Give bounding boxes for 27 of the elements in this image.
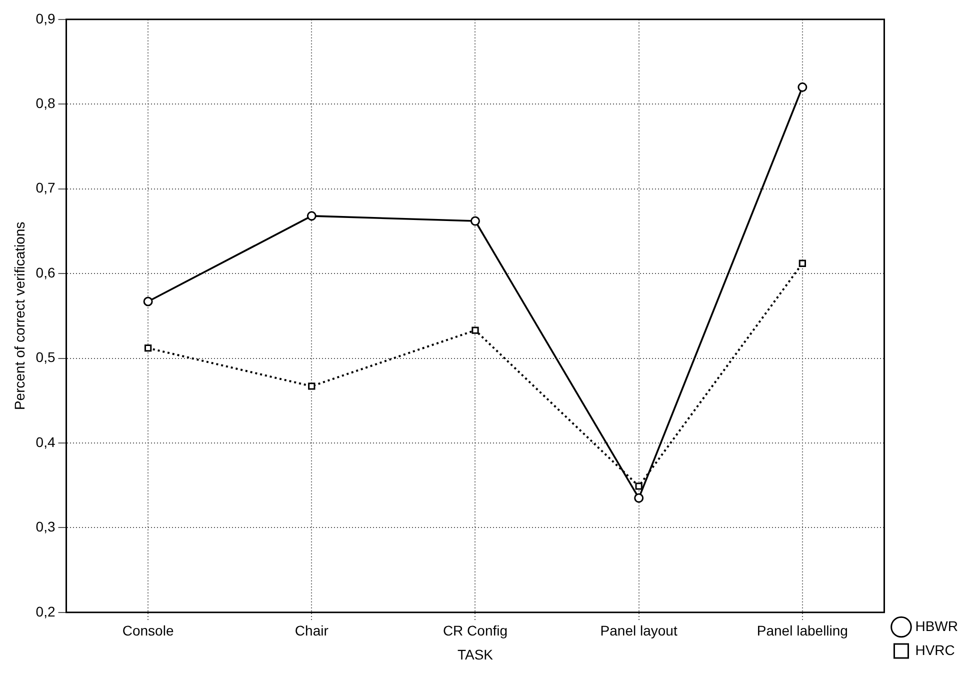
y-tick-label: 0,9 [36,10,56,26]
y-tick-label: 0,6 [36,264,56,280]
point [144,344,152,352]
y-tick-label: 0,7 [36,180,56,196]
legend-label: HBWR [915,618,958,634]
legend-label: HVRC [915,642,955,658]
x-tick-label: Panel layout [600,622,678,639]
y-tick-label: 0,3 [36,518,56,535]
x-tick-label: Console [122,622,174,639]
point [798,82,808,92]
point [635,482,642,490]
x-tick-label: CR Config [442,622,508,639]
y-tick-label: 0,2 [36,603,56,620]
point [470,216,480,226]
point [143,296,153,306]
point [306,211,316,221]
y-tick-label: 0,8 [36,94,56,111]
point [472,326,479,334]
point [308,382,316,390]
x-axis-title: TASK [457,646,494,662]
point [798,260,806,267]
x-tick-label: Panel labelling [756,622,848,639]
y-tick-label: 0,5 [36,349,56,366]
y-tick-label: 0,4 [36,434,56,450]
x-tick-label: Chair [294,622,329,639]
point [634,493,644,503]
y-axis-title: Percent of correct verifications [11,222,28,410]
